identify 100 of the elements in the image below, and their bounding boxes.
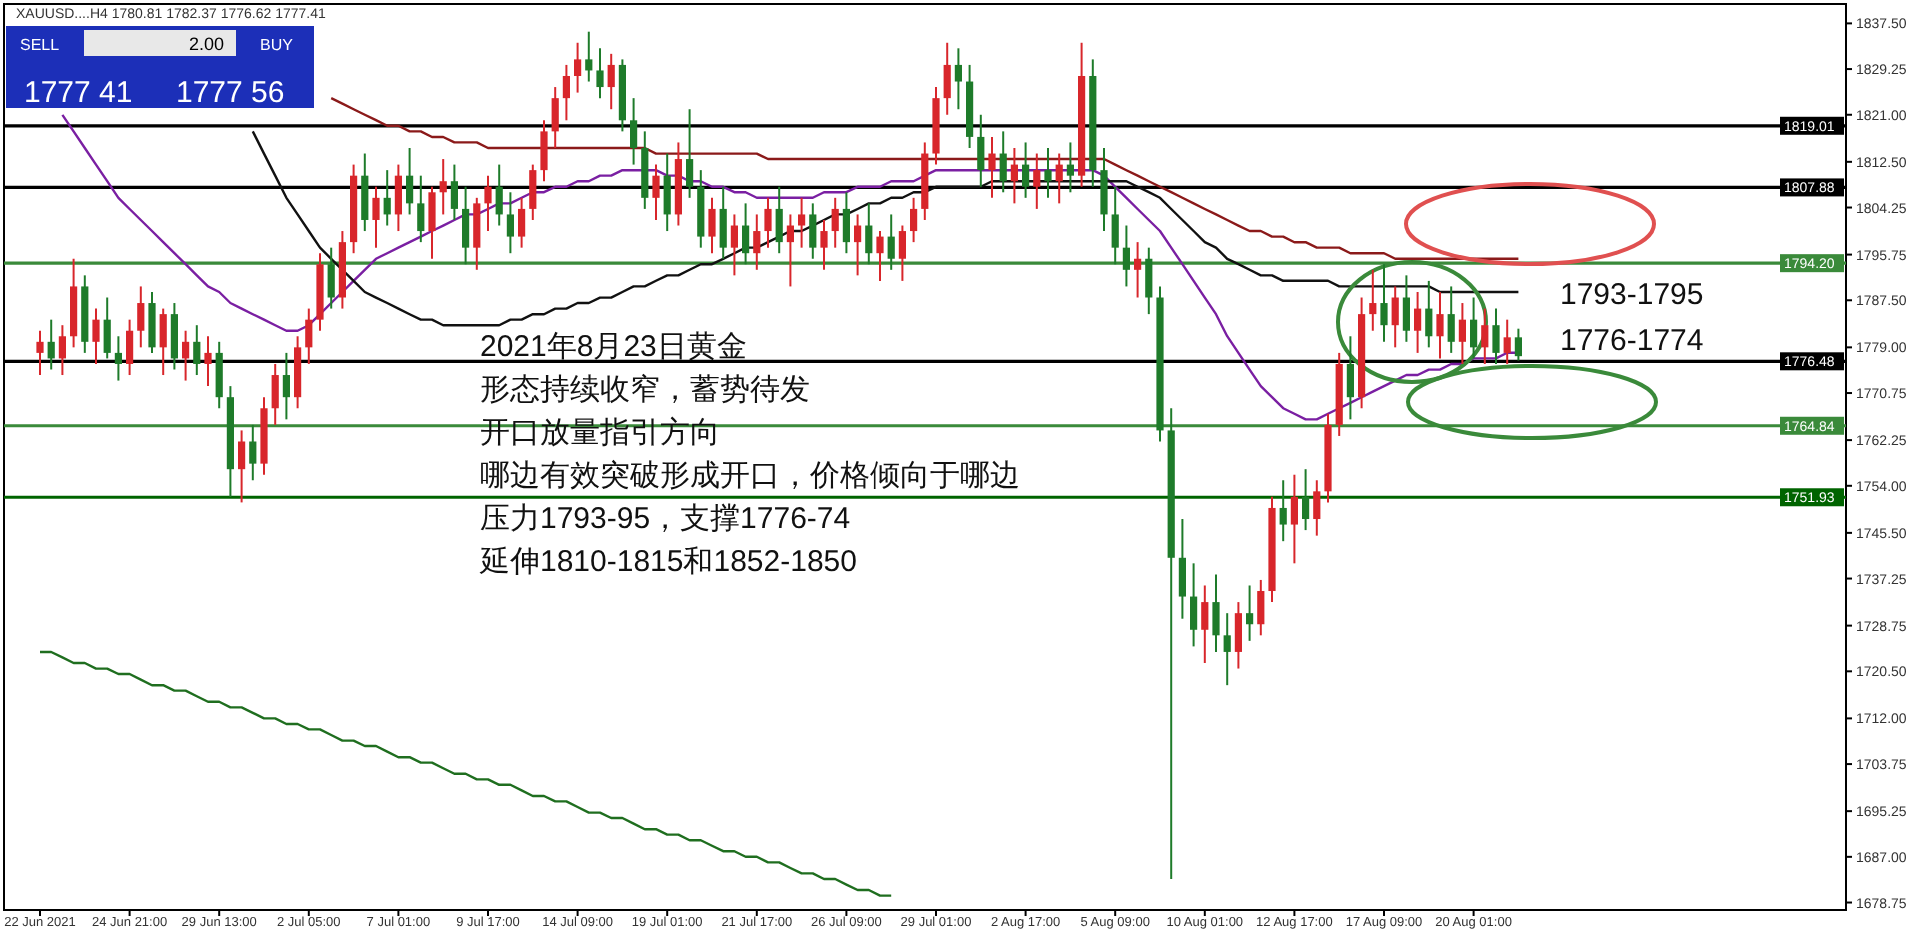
candlestick bbox=[92, 307, 100, 365]
candlestick bbox=[1066, 141, 1074, 194]
annotation: BUY bbox=[260, 36, 295, 54]
candlestick bbox=[1234, 601, 1242, 670]
candlestick bbox=[529, 163, 537, 221]
text: 1793-1795 bbox=[1560, 278, 1704, 312]
candlestick bbox=[428, 185, 436, 260]
candlestick bbox=[1178, 518, 1186, 620]
candlestick bbox=[103, 296, 111, 360]
candlestick bbox=[137, 285, 145, 349]
candlestick bbox=[1257, 578, 1265, 637]
candlestick bbox=[686, 108, 694, 199]
candlestick bbox=[910, 196, 918, 244]
candlestick bbox=[954, 47, 962, 111]
candlestick bbox=[854, 213, 862, 277]
candlestick bbox=[193, 324, 201, 377]
annotation: 2021年8月23日黄金 bbox=[480, 330, 747, 364]
annotation: 1777 56 bbox=[176, 76, 285, 110]
annotation: 1777 41 bbox=[24, 76, 133, 110]
candlestick bbox=[383, 169, 391, 227]
candlestick bbox=[1212, 573, 1220, 653]
candlestick bbox=[775, 185, 783, 255]
candlestick bbox=[282, 351, 290, 421]
candlestick bbox=[842, 191, 850, 255]
candlestick bbox=[1302, 468, 1310, 532]
candlestick bbox=[798, 196, 806, 249]
candlestick bbox=[1044, 146, 1052, 199]
candlestick bbox=[506, 191, 514, 255]
candlestick bbox=[1134, 241, 1142, 299]
candlestick bbox=[1122, 224, 1130, 288]
line-series bbox=[330, 97, 1520, 260]
candlestick bbox=[238, 429, 246, 504]
candlestick bbox=[58, 324, 66, 377]
candlestick bbox=[943, 41, 951, 116]
candlestick bbox=[1346, 335, 1354, 421]
candlestick bbox=[786, 213, 794, 288]
candlestick bbox=[663, 152, 671, 233]
candlestick bbox=[764, 196, 772, 249]
candlestick bbox=[753, 213, 761, 271]
candlestick bbox=[730, 213, 738, 277]
candlestick bbox=[585, 30, 593, 83]
candlestick bbox=[271, 362, 279, 426]
candlestick bbox=[1145, 246, 1153, 316]
candlestick bbox=[1279, 479, 1287, 543]
candlestick bbox=[204, 335, 212, 388]
candlestick bbox=[1190, 562, 1198, 648]
candlestick bbox=[473, 196, 481, 271]
candlestick bbox=[1425, 279, 1433, 349]
candlestick bbox=[215, 340, 223, 410]
candlestick bbox=[1223, 612, 1231, 687]
candlestick bbox=[249, 423, 257, 482]
candlestick bbox=[114, 335, 122, 382]
candlestick bbox=[406, 146, 414, 216]
candlestick bbox=[1246, 584, 1254, 642]
annotation: 2.00 bbox=[188, 34, 224, 54]
annotation: 哪边有效突破形成开口，价格倾向于哪边 bbox=[480, 459, 1020, 493]
candlestick bbox=[1402, 274, 1410, 343]
candlestick bbox=[574, 41, 582, 94]
candlestick bbox=[1492, 307, 1500, 365]
candlestick bbox=[540, 119, 548, 183]
candlestick bbox=[47, 318, 55, 371]
candlestick bbox=[977, 113, 985, 188]
candlestick bbox=[742, 202, 750, 266]
candlestick bbox=[708, 196, 716, 255]
candlestick bbox=[126, 318, 134, 377]
candlestick bbox=[1022, 141, 1030, 199]
annotation: 开口放量指引方向 bbox=[480, 416, 720, 450]
candlestick bbox=[148, 290, 156, 354]
candlestick bbox=[1380, 263, 1388, 343]
line-series bbox=[38, 650, 893, 897]
candlestick bbox=[719, 185, 727, 260]
annotation: SELL bbox=[20, 36, 61, 54]
candlestick bbox=[562, 63, 570, 122]
candlestick bbox=[361, 152, 369, 233]
candlestick bbox=[1470, 296, 1478, 360]
candlestick bbox=[1436, 290, 1444, 360]
candlestick bbox=[1033, 152, 1041, 210]
candlestick bbox=[898, 224, 906, 282]
candlestick bbox=[988, 135, 996, 199]
candlestick bbox=[630, 97, 638, 166]
candlestick bbox=[652, 163, 660, 221]
candlestick bbox=[495, 163, 503, 227]
candlestick bbox=[1201, 584, 1209, 665]
text: 1776-1774 bbox=[1560, 324, 1704, 358]
candlestick bbox=[1503, 318, 1511, 365]
candlestick bbox=[820, 218, 828, 271]
candlestick bbox=[518, 196, 526, 249]
candlestick bbox=[450, 163, 458, 221]
candlestick bbox=[1447, 285, 1455, 354]
candlestick bbox=[1458, 302, 1466, 365]
candlestick bbox=[372, 185, 380, 249]
candlestick bbox=[607, 52, 615, 111]
candlestick bbox=[484, 174, 492, 233]
candlestick bbox=[551, 86, 559, 149]
candlestick bbox=[1055, 152, 1063, 205]
candlestick bbox=[1100, 146, 1108, 233]
candlestick bbox=[439, 158, 447, 216]
candlestick bbox=[887, 213, 895, 271]
candlestick bbox=[596, 47, 604, 100]
candlestick bbox=[1111, 185, 1119, 266]
